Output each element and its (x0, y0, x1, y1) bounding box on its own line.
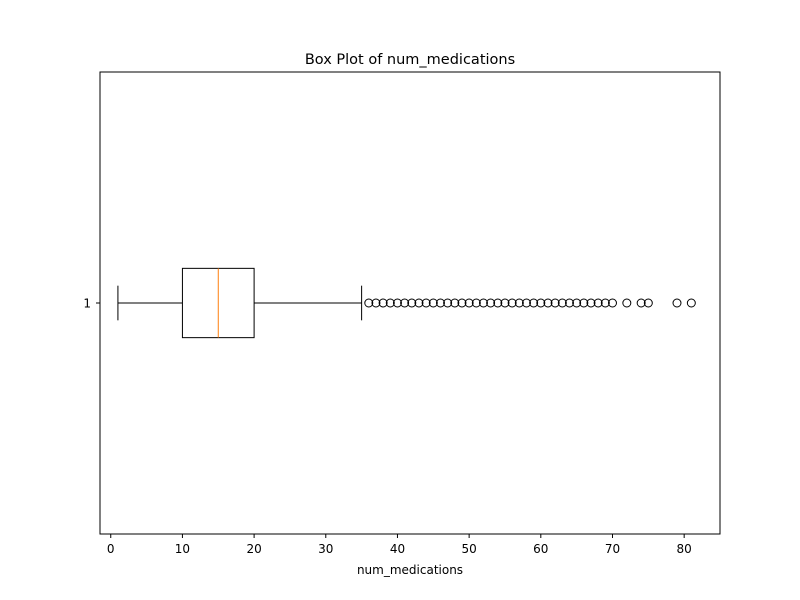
box-series (117, 267, 696, 339)
x-tick-label: 80 (677, 542, 692, 556)
outlier-point (493, 298, 503, 308)
x-tick-label: 70 (605, 542, 620, 556)
outlier-point (607, 298, 617, 308)
outlier-point (435, 298, 445, 308)
x-axis-label: num_medications (357, 563, 463, 577)
outlier-point (414, 298, 424, 308)
outlier-point (407, 298, 417, 308)
outlier-point (450, 298, 460, 308)
outlier-point (622, 298, 632, 308)
outlier-point (564, 298, 574, 308)
outlier-point (600, 298, 610, 308)
outlier-point (643, 298, 653, 308)
y-tick-label: 1 (83, 297, 91, 311)
outlier-point (507, 298, 517, 308)
outlier-point (636, 298, 646, 308)
outlier-point (464, 298, 474, 308)
outlier-point (371, 298, 381, 308)
outlier-point (486, 298, 496, 308)
outlier-point (385, 298, 395, 308)
x-tick-label: 0 (107, 542, 115, 556)
outlier-point (392, 298, 402, 308)
outlier-point (514, 298, 524, 308)
outlier-point (672, 298, 682, 308)
outlier-point (579, 298, 589, 308)
x-tick-label: 50 (461, 542, 476, 556)
outlier-point (364, 298, 374, 308)
outlier-point (557, 298, 567, 308)
outlier-point (586, 298, 596, 308)
x-tick-label: 60 (533, 542, 548, 556)
x-axis: 0 10 20 30 40 50 60 70 80 (107, 534, 692, 556)
outlier-point (471, 298, 481, 308)
outlier-point (593, 298, 603, 308)
outlier-point (443, 298, 453, 308)
outlier-point (521, 298, 531, 308)
x-tick-label: 10 (175, 542, 190, 556)
outlier-point (378, 298, 388, 308)
outlier-point (428, 298, 438, 308)
x-tick-label: 40 (390, 542, 405, 556)
outlier-point (550, 298, 560, 308)
outlier-point (457, 298, 467, 308)
x-tick-label: 20 (246, 542, 261, 556)
outlier-point (543, 298, 553, 308)
outlier-point (400, 298, 410, 308)
x-tick-label: 30 (318, 542, 333, 556)
outlier-point (421, 298, 431, 308)
outlier-point (536, 298, 546, 308)
chart-title: Box Plot of num_medications (305, 52, 515, 68)
outlier-point (500, 298, 510, 308)
outlier-point (529, 298, 539, 308)
plot-area (117, 267, 696, 339)
outlier-point (686, 298, 696, 308)
outlier-point (478, 298, 488, 308)
y-axis: 1 (83, 297, 100, 311)
outlier-point (572, 298, 582, 308)
